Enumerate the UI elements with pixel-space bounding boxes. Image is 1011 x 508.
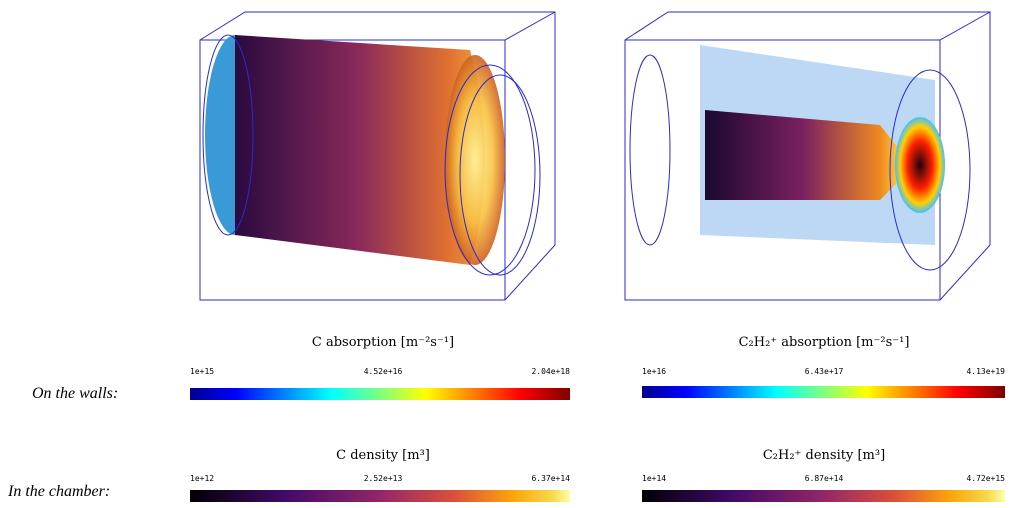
colorbar [190, 388, 570, 400]
render-c2h2 [625, 12, 990, 300]
colorbar-tick: 1e+14 [642, 474, 666, 483]
colorbar-tick: 6.87e+14 [805, 474, 844, 483]
colorbar-tick: 6.43e+17 [805, 367, 844, 376]
colorbar-title: C absorption [m⁻²s⁻¹] [312, 335, 454, 350]
colorbar-title: C₂H₂⁺ density [m³] [763, 448, 885, 463]
colorbar-tick: 4.72e+15 [966, 474, 1005, 483]
colorbar-tick: 6.37e+14 [531, 474, 570, 483]
colorbar [190, 490, 570, 502]
figure: On the walls: In the chamber: C absorpti… [0, 0, 1011, 508]
colorbar [642, 490, 1005, 502]
row-label: On the walls: [32, 385, 118, 402]
colorbar-tick: 1e+16 [642, 367, 666, 376]
colorbar-title: C₂H₂⁺ absorption [m⁻²s⁻¹] [739, 335, 910, 350]
colorbar [642, 386, 1005, 398]
colorbar-tick: 1e+12 [190, 474, 214, 483]
render-carbon [200, 12, 555, 300]
colorbar-tick: 2.04e+18 [531, 367, 570, 376]
colorbar-tick: 4.13e+19 [966, 367, 1005, 376]
row-label: In the chamber: [7, 483, 110, 500]
colorbar-tick: 4.52e+16 [364, 367, 403, 376]
colorbar-tick: 1e+15 [190, 367, 214, 376]
colorbar-tick: 2.52e+13 [364, 474, 403, 483]
colorbar-title: C density [m³] [336, 448, 430, 463]
